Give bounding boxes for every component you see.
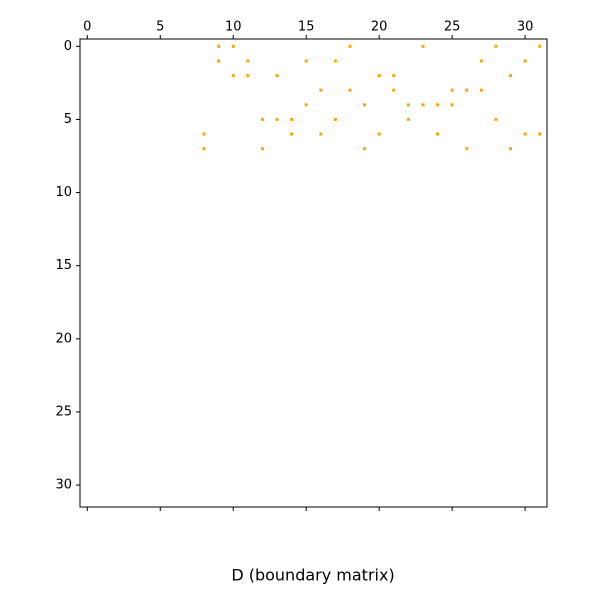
- nonzero-marker: [377, 74, 381, 78]
- nonzero-marker: [231, 74, 235, 78]
- nonzero-marker: [436, 132, 440, 136]
- nonzero-marker: [523, 132, 527, 136]
- nonzero-marker: [275, 117, 279, 121]
- nonzero-marker: [523, 59, 527, 63]
- y-tick-label: 15: [55, 258, 72, 273]
- y-tick-label: 20: [55, 331, 72, 346]
- nonzero-marker: [421, 103, 425, 107]
- nonzero-marker: [479, 59, 483, 63]
- nonzero-marker: [538, 132, 542, 136]
- nonzero-marker: [450, 88, 454, 92]
- nonzero-marker: [333, 59, 337, 63]
- nonzero-marker: [260, 147, 264, 151]
- x-tick-label: 0: [83, 20, 91, 35]
- nonzero-marker: [392, 74, 396, 78]
- y-tick-label: 25: [55, 404, 72, 419]
- nonzero-marker: [348, 88, 352, 92]
- y-tick-label: 10: [55, 185, 72, 200]
- y-tick-label: 0: [64, 39, 72, 54]
- nonzero-marker: [538, 44, 542, 48]
- x-tick-label: 20: [371, 20, 388, 35]
- nonzero-marker: [436, 103, 440, 107]
- y-tick-label: 5: [64, 112, 72, 127]
- nonzero-marker: [333, 117, 337, 121]
- nonzero-marker: [392, 88, 396, 92]
- nonzero-marker: [494, 44, 498, 48]
- x-tick-label: 30: [517, 20, 534, 35]
- nonzero-marker: [217, 44, 221, 48]
- nonzero-marker: [406, 103, 410, 107]
- nonzero-marker: [348, 44, 352, 48]
- nonzero-marker: [246, 74, 250, 78]
- nonzero-marker: [202, 147, 206, 151]
- nonzero-marker: [479, 88, 483, 92]
- nonzero-marker: [319, 88, 323, 92]
- nonzero-marker: [217, 59, 221, 63]
- nonzero-marker: [450, 103, 454, 107]
- nonzero-marker: [202, 132, 206, 136]
- nonzero-marker: [509, 147, 513, 151]
- x-tick-label: 15: [298, 20, 315, 35]
- nonzero-marker: [319, 132, 323, 136]
- nonzero-marker: [304, 59, 308, 63]
- nonzero-marker: [363, 147, 367, 151]
- nonzero-marker: [509, 74, 513, 78]
- nonzero-marker: [231, 44, 235, 48]
- x-axis-label: D (boundary matrix): [231, 566, 394, 585]
- nonzero-marker: [421, 44, 425, 48]
- y-tick-label: 30: [55, 478, 72, 493]
- x-tick-label: 10: [225, 20, 242, 35]
- nonzero-marker: [275, 74, 279, 78]
- x-tick-label: 5: [156, 20, 164, 35]
- nonzero-marker: [465, 88, 469, 92]
- nonzero-marker: [494, 117, 498, 121]
- nonzero-marker: [290, 132, 294, 136]
- nonzero-marker: [377, 132, 381, 136]
- nonzero-marker: [363, 103, 367, 107]
- nonzero-marker: [406, 117, 410, 121]
- nonzero-marker: [246, 59, 250, 63]
- nonzero-marker: [260, 117, 264, 121]
- nonzero-marker: [290, 117, 294, 121]
- x-tick-label: 25: [444, 20, 461, 35]
- nonzero-marker: [465, 147, 469, 151]
- nonzero-marker: [304, 103, 308, 107]
- plot-frame: [79, 38, 548, 508]
